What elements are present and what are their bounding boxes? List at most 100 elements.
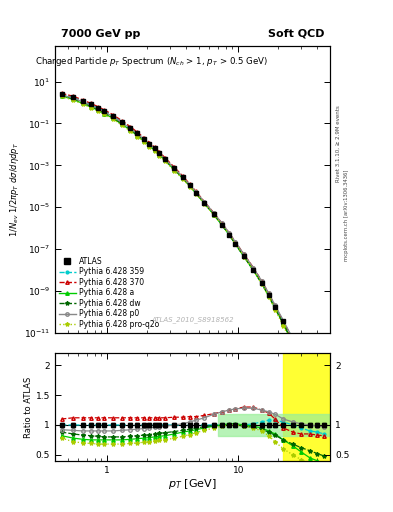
Pythia 6.428 dw: [59, 92, 64, 98]
Pythia 6.428 dw: [227, 232, 231, 238]
Pythia 6.428 pro-q2o: [299, 360, 303, 367]
Pythia 6.428 dw: [202, 200, 207, 206]
Pythia 6.428 359: [187, 182, 192, 188]
Pythia 6.428 359: [110, 113, 115, 119]
Pythia 6.428 a: [194, 190, 198, 197]
Pythia 6.428 dw: [220, 222, 224, 228]
Pythia 6.428 a: [120, 121, 125, 127]
Pythia 6.428 dw: [152, 147, 157, 153]
Pythia 6.428 370: [315, 391, 320, 397]
Pythia 6.428 pro-q2o: [233, 241, 238, 247]
Pythia 6.428 dw: [315, 395, 320, 401]
Pythia 6.428 359: [194, 189, 198, 196]
Pythia 6.428 370: [251, 265, 256, 271]
Pythia 6.428 359: [251, 267, 256, 273]
Pythia 6.428 pro-q2o: [95, 108, 100, 114]
Pythia 6.428 359: [163, 156, 167, 162]
Pythia 6.428 a: [251, 267, 256, 273]
Pythia 6.428 a: [163, 157, 167, 163]
Pythia 6.428 370: [128, 123, 133, 130]
Line: Pythia 6.428 p0: Pythia 6.428 p0: [60, 93, 326, 412]
Pythia 6.428 370: [220, 220, 224, 226]
Pythia 6.428 p0: [157, 150, 162, 156]
Pythia 6.428 pro-q2o: [110, 116, 115, 122]
Pythia 6.428 pro-q2o: [194, 191, 198, 197]
Pythia 6.428 a: [59, 93, 64, 99]
Pythia 6.428 a: [227, 231, 231, 238]
Pythia 6.428 359: [259, 279, 264, 285]
Pythia 6.428 a: [307, 379, 312, 385]
Pythia 6.428 pro-q2o: [172, 167, 177, 174]
Pythia 6.428 p0: [71, 95, 75, 101]
Pythia 6.428 p0: [88, 102, 93, 109]
Pythia 6.428 pro-q2o: [157, 153, 162, 159]
Pythia 6.428 359: [322, 409, 327, 415]
Pythia 6.428 p0: [141, 136, 146, 142]
Pythia 6.428 p0: [251, 265, 256, 271]
Pythia 6.428 dw: [180, 175, 185, 181]
Pythia 6.428 a: [290, 340, 295, 346]
Pythia 6.428 a: [299, 358, 303, 364]
Line: Pythia 6.428 a: Pythia 6.428 a: [60, 94, 326, 421]
Pythia 6.428 370: [102, 107, 107, 113]
Pythia 6.428 p0: [266, 290, 271, 296]
Pythia 6.428 dw: [211, 211, 216, 218]
Pythia 6.428 359: [152, 145, 157, 152]
Pythia 6.428 dw: [266, 293, 271, 299]
Pythia 6.428 370: [202, 199, 207, 205]
Legend: ATLAS, Pythia 6.428 359, Pythia 6.428 370, Pythia 6.428 a, Pythia 6.428 dw, Pyth: ATLAS, Pythia 6.428 359, Pythia 6.428 37…: [59, 257, 159, 329]
Pythia 6.428 p0: [163, 156, 167, 162]
Pythia 6.428 pro-q2o: [152, 148, 157, 154]
Pythia 6.428 dw: [80, 99, 85, 105]
Pythia 6.428 pro-q2o: [281, 323, 286, 329]
Line: Pythia 6.428 pro-q2o: Pythia 6.428 pro-q2o: [60, 94, 326, 424]
Pythia 6.428 370: [187, 181, 192, 187]
X-axis label: $p_T$ [GeV]: $p_T$ [GeV]: [168, 477, 217, 492]
Pythia 6.428 pro-q2o: [88, 104, 93, 111]
Pythia 6.428 p0: [180, 174, 185, 180]
Line: Pythia 6.428 359: Pythia 6.428 359: [61, 93, 325, 413]
Pythia 6.428 dw: [259, 280, 264, 286]
Line: Pythia 6.428 dw: Pythia 6.428 dw: [60, 93, 326, 419]
Pythia 6.428 a: [322, 417, 327, 423]
Text: Rivet 3.1.10, ≥ 2.9M events: Rivet 3.1.10, ≥ 2.9M events: [336, 105, 341, 182]
Pythia 6.428 a: [110, 115, 115, 121]
Y-axis label: Ratio to ATLAS: Ratio to ATLAS: [24, 376, 33, 438]
Pythia 6.428 359: [180, 174, 185, 180]
Pythia 6.428 dw: [233, 241, 238, 247]
Pythia 6.428 a: [80, 100, 85, 106]
Pythia 6.428 a: [135, 133, 140, 139]
Pythia 6.428 359: [102, 108, 107, 114]
Pythia 6.428 dw: [172, 166, 177, 173]
Pythia 6.428 dw: [163, 157, 167, 163]
Pythia 6.428 dw: [120, 121, 125, 127]
Pythia 6.428 a: [202, 200, 207, 206]
Pythia 6.428 370: [141, 135, 146, 141]
Pythia 6.428 p0: [227, 230, 231, 236]
Pythia 6.428 p0: [322, 408, 327, 414]
Pythia 6.428 p0: [281, 317, 286, 324]
Pythia 6.428 370: [227, 230, 231, 236]
Pythia 6.428 359: [227, 232, 231, 238]
Pythia 6.428 a: [187, 183, 192, 189]
Pythia 6.428 a: [273, 305, 277, 311]
Pythia 6.428 a: [259, 280, 264, 286]
Pythia 6.428 pro-q2o: [163, 158, 167, 164]
Pythia 6.428 p0: [147, 141, 152, 147]
Text: mcplots.cern.ch [arXiv:1306.3436]: mcplots.cern.ch [arXiv:1306.3436]: [344, 169, 349, 261]
Pythia 6.428 370: [273, 303, 277, 309]
Pythia 6.428 359: [59, 91, 64, 97]
Pythia 6.428 pro-q2o: [211, 212, 216, 218]
Pythia 6.428 pro-q2o: [273, 307, 277, 313]
Pythia 6.428 pro-q2o: [147, 143, 152, 150]
Pythia 6.428 p0: [202, 199, 207, 205]
Pythia 6.428 pro-q2o: [241, 253, 246, 260]
Pythia 6.428 359: [147, 140, 152, 146]
Pythia 6.428 p0: [128, 125, 133, 132]
Pythia 6.428 a: [220, 222, 224, 228]
Pythia 6.428 p0: [211, 210, 216, 216]
Pythia 6.428 359: [241, 253, 246, 260]
Pythia 6.428 a: [88, 104, 93, 110]
Pythia 6.428 pro-q2o: [307, 381, 312, 387]
Pythia 6.428 pro-q2o: [322, 419, 327, 425]
